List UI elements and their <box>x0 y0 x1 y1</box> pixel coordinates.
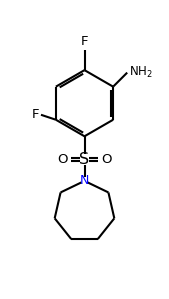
Text: O: O <box>57 153 68 166</box>
Text: S: S <box>79 152 90 167</box>
Text: NH$_2$: NH$_2$ <box>129 65 153 80</box>
Text: F: F <box>32 108 39 121</box>
Text: O: O <box>101 153 112 166</box>
Text: N: N <box>80 174 89 187</box>
Text: F: F <box>81 35 88 48</box>
